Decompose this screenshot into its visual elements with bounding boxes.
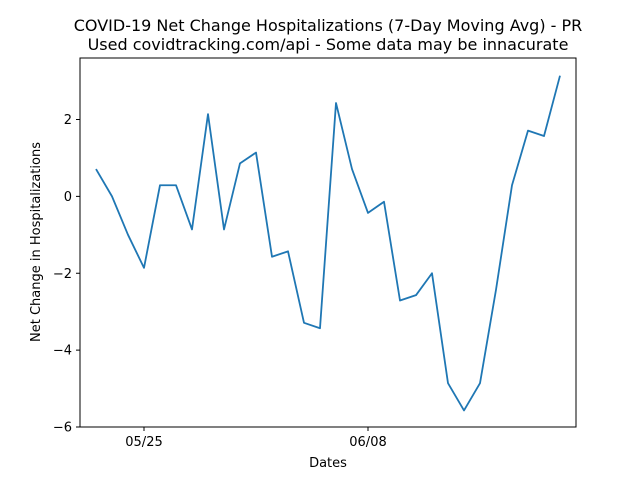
y-tick-label: −6 <box>53 421 72 436</box>
plot-area <box>95 75 561 412</box>
chart-title: COVID-19 Net Change Hospitalizations (7-… <box>73 16 583 35</box>
chart-subtitle: Used covidtracking.com/api - Some data m… <box>87 35 569 54</box>
y-tick-label: −2 <box>53 267 72 282</box>
series-line <box>95 75 561 412</box>
x-axis-label: Dates <box>309 456 347 471</box>
axes-frame <box>79 57 577 428</box>
x-tick-label: 06/08 <box>349 435 386 450</box>
y-tick-label: 0 <box>64 190 72 205</box>
chart-title-block: COVID-19 Net Change Hospitalizations (7-… <box>0 16 640 54</box>
x-axis-ticks: 05/25 06/08 <box>125 427 387 450</box>
y-tick-label: −4 <box>53 344 72 359</box>
y-axis-ticks: −6 −4 −2 0 2 <box>53 113 80 436</box>
y-tick-label: 2 <box>64 113 72 128</box>
y-axis-label: Net Change in Hospitalizations <box>29 142 44 342</box>
x-tick-label: 05/25 <box>125 435 162 450</box>
